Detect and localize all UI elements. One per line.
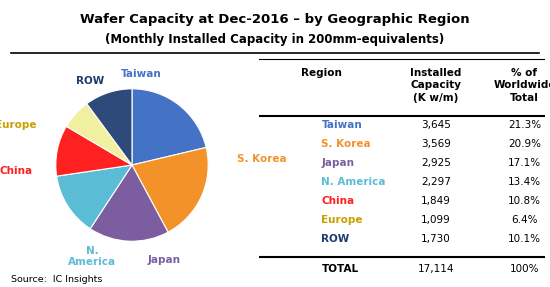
Text: Europe: Europe xyxy=(321,215,363,225)
Text: 20.9%: 20.9% xyxy=(508,139,541,149)
Text: 21.3%: 21.3% xyxy=(508,120,541,130)
Text: Japan: Japan xyxy=(321,158,354,168)
Wedge shape xyxy=(132,89,206,165)
Text: China: China xyxy=(321,196,355,206)
Text: 3,645: 3,645 xyxy=(421,120,451,130)
Text: Taiwan: Taiwan xyxy=(121,69,162,79)
Text: Europe: Europe xyxy=(0,121,37,130)
Text: Installed
Capacity
(K w/m): Installed Capacity (K w/m) xyxy=(410,68,461,102)
Text: Japan: Japan xyxy=(147,255,180,265)
Text: (Monthly Installed Capacity in 200mm-equivalents): (Monthly Installed Capacity in 200mm-equ… xyxy=(106,33,444,46)
Text: 13.4%: 13.4% xyxy=(508,177,541,187)
Text: Source:  IC Insights: Source: IC Insights xyxy=(11,275,102,284)
Text: 17,114: 17,114 xyxy=(417,264,454,274)
Text: 2,925: 2,925 xyxy=(421,158,451,168)
Text: TOTAL: TOTAL xyxy=(321,264,359,274)
Text: ROW: ROW xyxy=(76,76,104,86)
Text: S. Korea: S. Korea xyxy=(237,154,287,164)
Wedge shape xyxy=(90,165,168,241)
Text: ROW: ROW xyxy=(321,234,350,244)
Wedge shape xyxy=(132,148,208,232)
Text: N. America: N. America xyxy=(321,177,386,187)
Wedge shape xyxy=(56,126,132,176)
Text: Wafer Capacity at Dec-2016 – by Geographic Region: Wafer Capacity at Dec-2016 – by Geograph… xyxy=(80,13,470,26)
Wedge shape xyxy=(87,89,132,165)
Text: 17.1%: 17.1% xyxy=(508,158,541,168)
Wedge shape xyxy=(67,104,132,165)
Text: 10.8%: 10.8% xyxy=(508,196,541,206)
Text: 1,099: 1,099 xyxy=(421,215,450,225)
Text: China: China xyxy=(0,166,33,176)
Text: 3,569: 3,569 xyxy=(421,139,451,149)
Text: 10.1%: 10.1% xyxy=(508,234,541,244)
Text: 2,297: 2,297 xyxy=(421,177,451,187)
Text: S. Korea: S. Korea xyxy=(321,139,371,149)
Text: 100%: 100% xyxy=(510,264,539,274)
Wedge shape xyxy=(57,165,132,229)
Text: Region: Region xyxy=(301,68,342,78)
Text: 1,849: 1,849 xyxy=(421,196,451,206)
Text: % of
Worldwide
Total: % of Worldwide Total xyxy=(493,68,550,102)
Text: Taiwan: Taiwan xyxy=(321,120,362,130)
Text: N.
America: N. America xyxy=(68,246,117,267)
Text: 1,730: 1,730 xyxy=(421,234,450,244)
Text: 6.4%: 6.4% xyxy=(512,215,538,225)
